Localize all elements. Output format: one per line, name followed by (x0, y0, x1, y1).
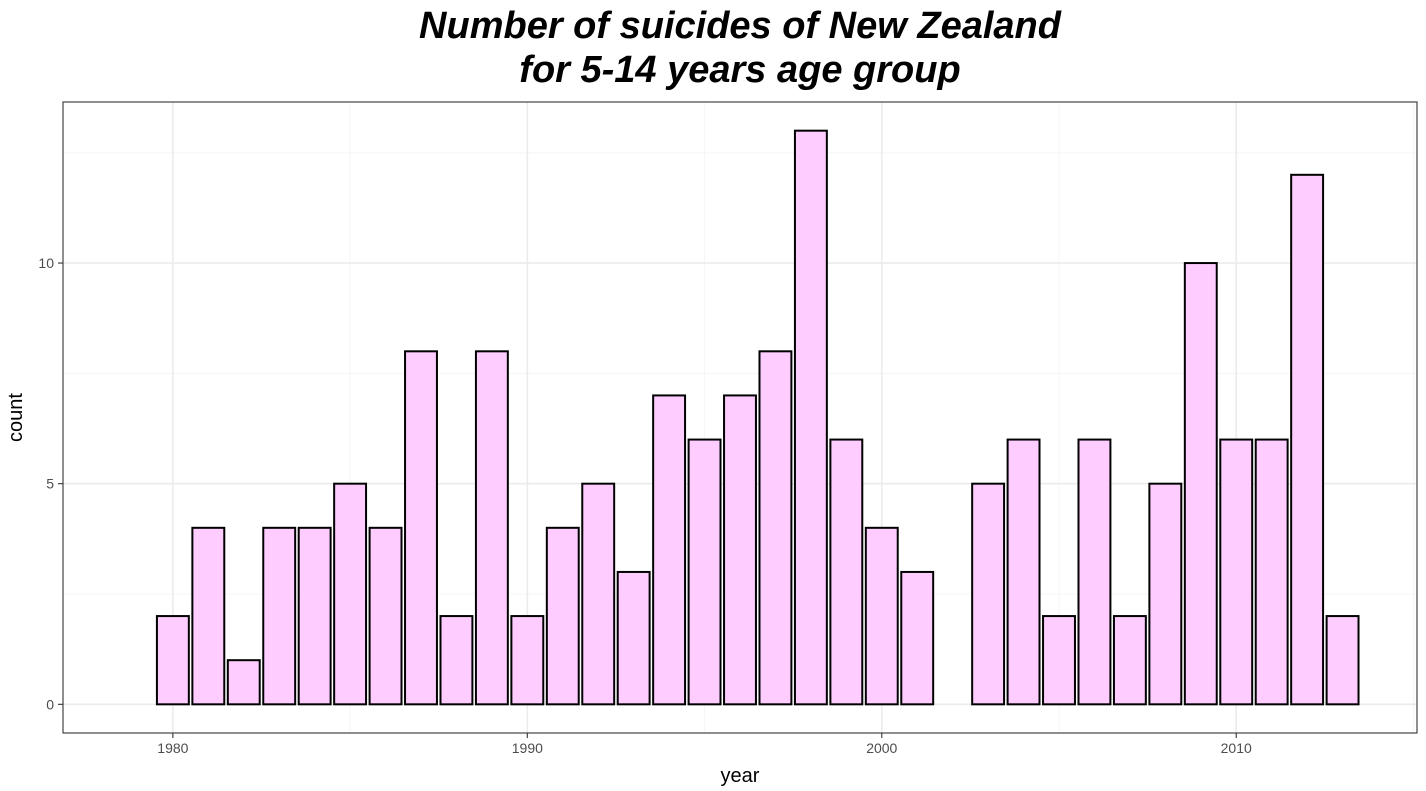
x-axis-title: year (721, 765, 760, 787)
bar-2013 (1325, 615, 1360, 706)
panel-border (62, 101, 1418, 734)
bar-1995 (687, 438, 722, 706)
bar-2005 (1042, 615, 1076, 706)
bar-1983 (262, 526, 297, 706)
bar-1982 (226, 659, 261, 706)
y-axis-ticks: 0 5 10 (38, 255, 63, 712)
chart-title: Number of suicides of New Zealand for 5-… (63, 4, 1417, 92)
bar-2004 (1006, 438, 1041, 706)
bar-1999 (829, 438, 864, 706)
y-tick-label: 10 (38, 255, 54, 271)
bar-1991 (545, 526, 580, 706)
y-axis-title: count (5, 393, 27, 442)
x-tick-label: 1980 (157, 740, 188, 756)
bar-1980 (155, 615, 190, 706)
bar-2008 (1148, 482, 1183, 706)
bar-2000 (864, 526, 899, 706)
bar-1986 (368, 526, 403, 706)
x-tick-label: 1990 (512, 740, 543, 756)
bar-2012 (1290, 173, 1325, 706)
x-tick-label: 2010 (1221, 740, 1252, 756)
bar-1988 (439, 615, 474, 706)
bar-2001 (900, 570, 935, 706)
bar-1993 (616, 570, 651, 706)
chart-title-line-1: Number of suicides of New Zealand (419, 5, 1061, 47)
bar-2010 (1219, 438, 1254, 706)
bar-2006 (1077, 438, 1112, 706)
bar-1996 (723, 394, 757, 706)
y-tick-label: 5 (46, 476, 54, 492)
bar-1984 (297, 526, 332, 706)
bar-1981 (191, 526, 226, 706)
x-tick-label: 2000 (866, 740, 897, 756)
bar-1985 (333, 482, 368, 706)
bar-2007 (1112, 615, 1147, 706)
bar-1990 (510, 615, 545, 706)
chart-title-line-2: for 5-14 years age group (519, 49, 961, 91)
bar-1992 (581, 482, 616, 706)
bar-2011 (1254, 438, 1289, 706)
bar-1987 (404, 350, 438, 706)
bar-1998 (793, 129, 828, 706)
bars (155, 129, 1360, 706)
bar-2003 (971, 482, 1006, 706)
bar-1994 (652, 394, 687, 706)
bar-1997 (758, 350, 793, 706)
bar-1989 (474, 350, 509, 706)
bar-2009 (1183, 262, 1218, 706)
x-axis-ticks: 1980 1990 2000 2010 (157, 733, 1252, 756)
y-tick-label: 0 (46, 696, 54, 712)
